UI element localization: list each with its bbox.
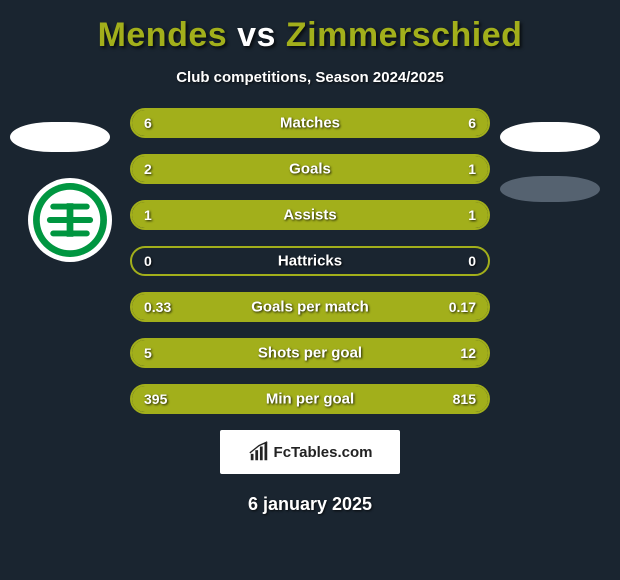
player-right-badge-placeholder-1 <box>500 122 600 152</box>
player-left-badge-placeholder <box>10 122 110 152</box>
brand-badge: FcTables.com <box>220 430 400 474</box>
stat-label: Goals <box>289 161 331 178</box>
stat-value-right: 1 <box>468 161 476 177</box>
snapshot-date: 6 january 2025 <box>0 494 620 515</box>
stat-label: Hattricks <box>278 253 342 270</box>
stat-value-right: 1 <box>468 207 476 223</box>
stat-value-right: 6 <box>468 115 476 131</box>
stat-value-right: 12 <box>460 345 476 361</box>
brand-suffix: .com <box>337 444 372 461</box>
stat-row: 6 Matches 6 <box>130 108 490 138</box>
stat-label: Assists <box>283 207 336 224</box>
player-left-name: Mendes <box>98 16 228 54</box>
comparison-title: Mendes vs Zimmerschied <box>0 16 620 55</box>
stat-row: 5 Shots per goal 12 <box>130 338 490 368</box>
stat-label: Matches <box>280 115 340 132</box>
stat-row: 1 Assists 1 <box>130 200 490 230</box>
stat-bar-left <box>132 156 367 182</box>
stat-label: Goals per match <box>251 299 369 316</box>
club-logo <box>28 178 112 262</box>
brand-prefix: Fc <box>274 444 292 461</box>
stat-row: 395 Min per goal 815 <box>130 384 490 414</box>
stat-row: 2 Goals 1 <box>130 154 490 184</box>
stats-panel: 6 Matches 6 2 Goals 1 1 Assists 1 0 Hattricks 0 0.33… <box>130 108 490 414</box>
stat-value-left: 5 <box>144 345 152 361</box>
stat-value-left: 395 <box>144 391 167 407</box>
stat-bar-right <box>310 202 488 228</box>
stat-value-left: 1 <box>144 207 152 223</box>
player-right-name: Zimmerschied <box>286 16 523 54</box>
chart-icon <box>248 441 270 463</box>
stat-value-left: 2 <box>144 161 152 177</box>
brand-text: FcTables.com <box>274 444 373 461</box>
stat-row: 0.33 Goals per match 0.17 <box>130 292 490 322</box>
stat-value-left: 0.33 <box>144 299 171 315</box>
stat-row: 0 Hattricks 0 <box>130 246 490 276</box>
stat-value-right: 815 <box>453 391 476 407</box>
brand-main: Tables <box>291 444 337 461</box>
stat-value-right: 0.17 <box>449 299 476 315</box>
player-right-badge-placeholder-2 <box>500 176 600 202</box>
stat-value-right: 0 <box>468 253 476 269</box>
stat-value-left: 6 <box>144 115 152 131</box>
stat-value-left: 0 <box>144 253 152 269</box>
subtitle: Club competitions, Season 2024/2025 <box>0 69 620 86</box>
title-vs: vs <box>237 16 276 54</box>
stat-label: Shots per goal <box>258 345 362 362</box>
stat-label: Min per goal <box>266 391 354 408</box>
